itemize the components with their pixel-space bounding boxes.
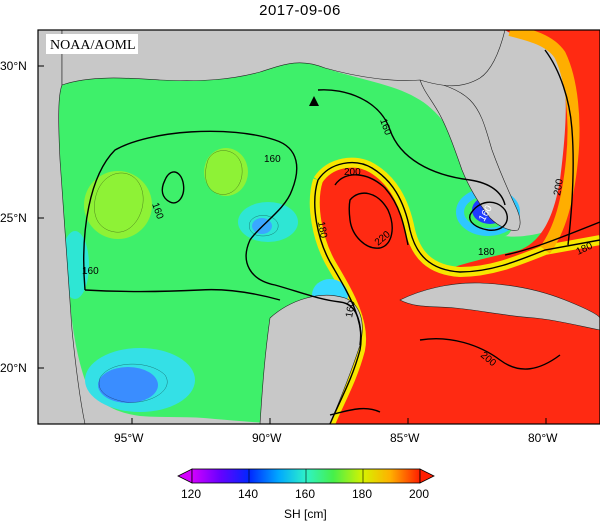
- contour-180-loop-west: [314, 179, 362, 424]
- yucatan-land: [259, 294, 363, 424]
- colorbar-tick: 140: [238, 487, 258, 501]
- contour-label: 160: [344, 300, 358, 319]
- contour-180-south: [329, 407, 381, 416]
- us-gulf-coast-land: [61, 30, 506, 87]
- contour-160-ring: [161, 171, 185, 204]
- lon-axis: 95°W 90°W 85°W 80°W: [114, 418, 558, 445]
- colorbar-title: SH [cm]: [284, 507, 327, 521]
- lat-label-25n: 25°N: [0, 211, 27, 225]
- lon-label-85w: 85°W: [390, 431, 420, 445]
- lat-axis: 30°N 25°N 20°N: [0, 59, 44, 375]
- lon-label-90w: 90°W: [252, 431, 282, 445]
- florida-current-band: [508, 30, 580, 254]
- map-title: 2017-09-06: [259, 2, 341, 19]
- minor-contours: [94, 150, 279, 403]
- yellowgreen-patch-center: [204, 148, 248, 196]
- contour-200-loop: [334, 174, 409, 246]
- station-marker: [309, 96, 319, 106]
- contour-label: 180: [478, 247, 495, 258]
- colorbar-tick: 120: [181, 487, 201, 501]
- yellowgreen-patch-west: [84, 171, 152, 239]
- colorbar-tick: 160: [295, 487, 315, 501]
- contour-160-main: [83, 130, 362, 346]
- colorbar: 120 140 160 180 200 SH [cm]: [177, 468, 435, 521]
- contour-160-florida: [469, 201, 508, 231]
- watermark-box: [46, 34, 138, 54]
- contour-label: 180: [315, 221, 329, 240]
- map-frame: [37, 29, 600, 425]
- mexico-land: [38, 30, 86, 424]
- contour-220-loop: [348, 192, 393, 249]
- lon-label-95w: 95°W: [114, 431, 144, 445]
- colorbar-tick: 200: [409, 487, 429, 501]
- lon-label-80w: 80°W: [528, 431, 558, 445]
- lat-label-30n: 30°N: [0, 59, 27, 73]
- contour-label: 160: [82, 266, 99, 277]
- map-field: 160 160 160 160 160 180 200 220 180 180 …: [38, 30, 600, 424]
- colorbar-tick: 180: [352, 487, 372, 501]
- contour-200-atlantic: [544, 49, 574, 246]
- colorbar-high-arrow: [419, 468, 435, 484]
- contour-lines: [83, 49, 600, 424]
- lat-label-20n: 20°N: [0, 361, 27, 375]
- contour-160-gulf: [84, 288, 281, 301]
- florida-land: [419, 79, 521, 231]
- watermark-text: NOAA/AOML: [50, 38, 136, 53]
- bahamas-island: [527, 156, 533, 160]
- contour-180-east: [504, 221, 600, 256]
- contour-160-north: [317, 89, 506, 206]
- blue-patch-bay-campeche: [98, 367, 158, 403]
- bahamas-island: [551, 130, 559, 134]
- contour-200-south: [419, 338, 561, 370]
- colorbar-low-arrow: [177, 468, 193, 484]
- contour-180-loop: [317, 161, 600, 273]
- contour-label: 160: [264, 154, 281, 165]
- contour-label: 200: [552, 178, 566, 197]
- contour-label: 200: [344, 167, 361, 178]
